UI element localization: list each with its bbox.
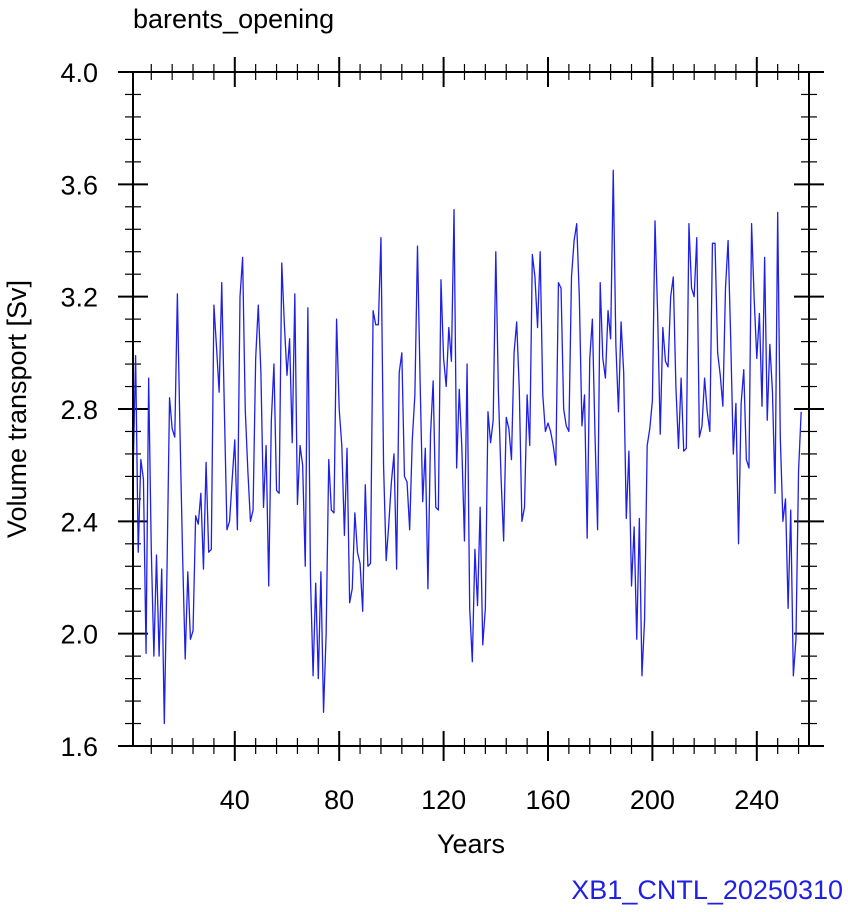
chart-title: barents_opening [133, 4, 334, 34]
x-tick-label: 80 [324, 785, 354, 815]
x-tick-label: 200 [630, 785, 675, 815]
y-tick-label: 2.8 [60, 395, 98, 425]
y-tick-label: 4.0 [60, 58, 98, 88]
x-tick-label: 240 [734, 785, 779, 815]
run-annotation: XB1_CNTL_20250310 [571, 875, 843, 905]
y-tick-label: 1.6 [60, 732, 98, 762]
x-tick-label: 120 [421, 785, 466, 815]
y-tick-label: 3.6 [60, 170, 98, 200]
y-tick-label: 3.2 [60, 283, 98, 313]
y-tick-label: 2.4 [60, 507, 98, 537]
x-axis-label: Years [437, 829, 505, 859]
plot-frame [132, 71, 810, 747]
y-axis-label: Volume transport [Sv] [2, 280, 32, 538]
x-tick-label: 40 [220, 785, 250, 815]
x-axis: 40 80 120 160 200 240 [150, 57, 800, 815]
y-tick-label: 2.0 [60, 620, 98, 650]
x-tick-label: 160 [525, 785, 570, 815]
series-line [132, 169, 802, 725]
